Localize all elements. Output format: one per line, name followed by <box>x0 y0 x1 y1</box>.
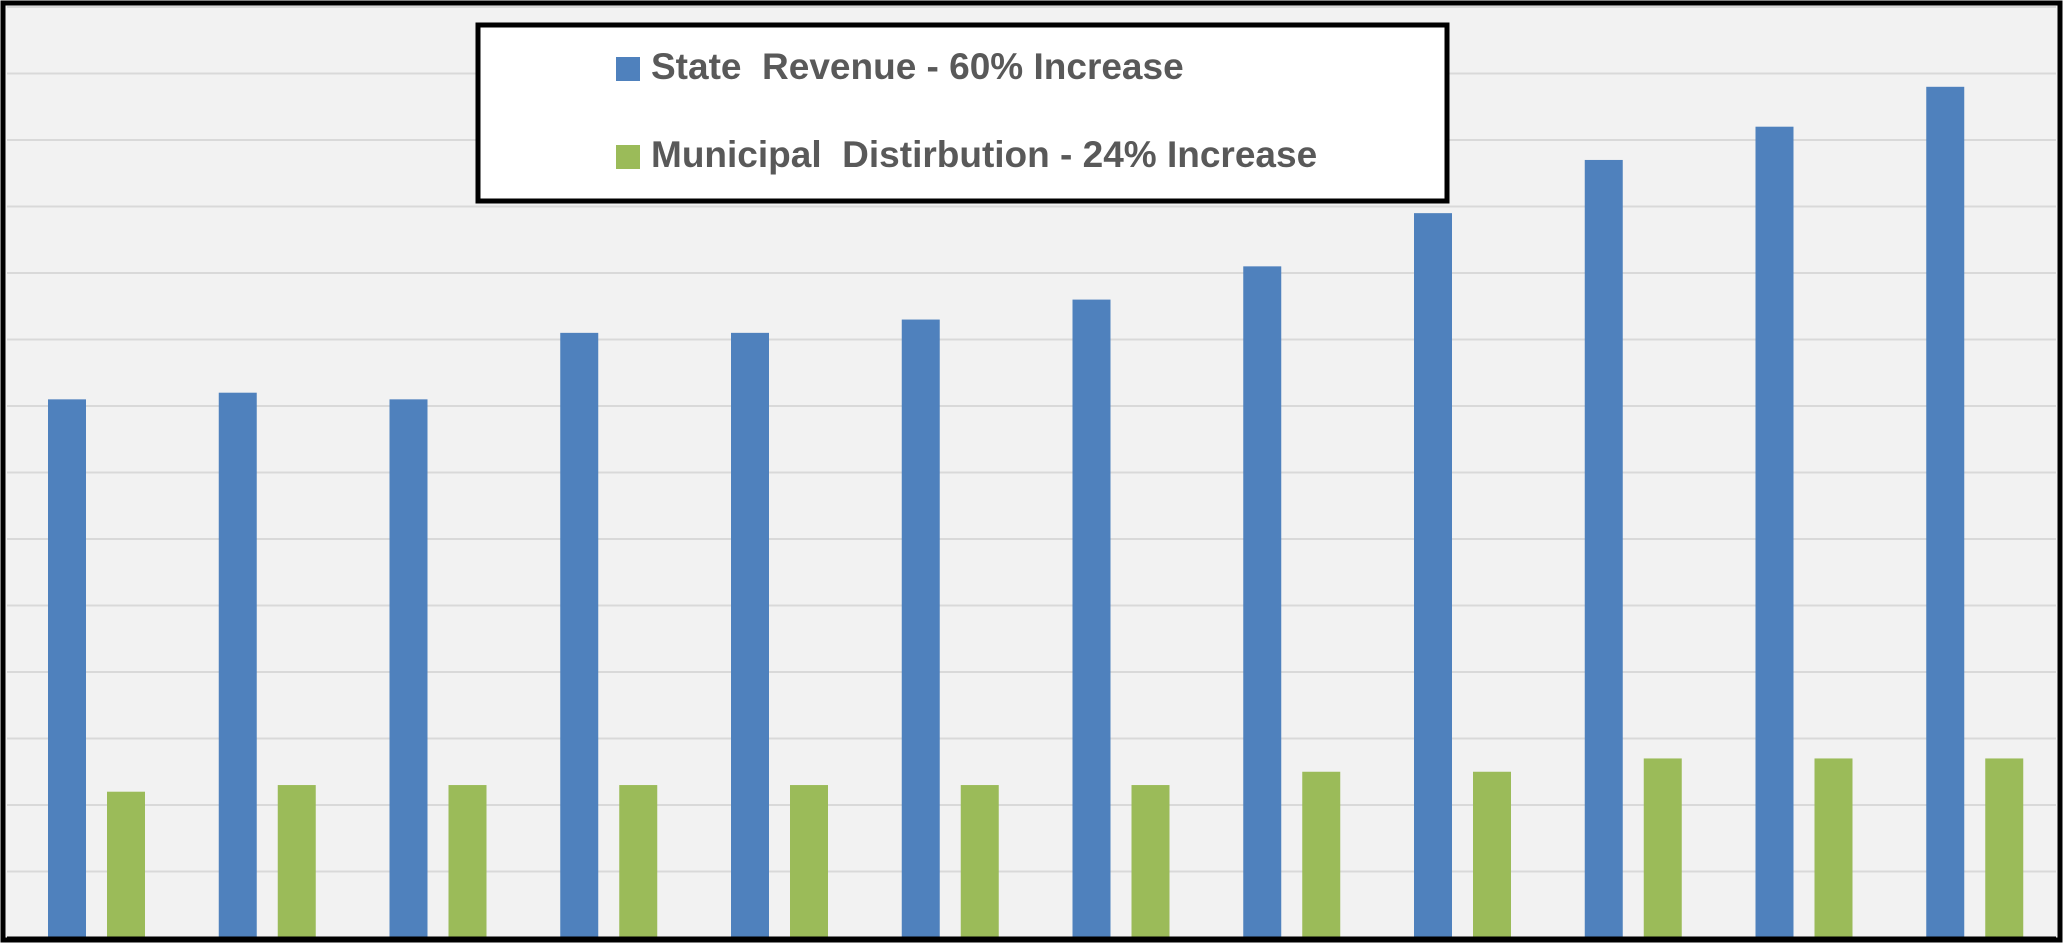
bar <box>1414 213 1452 938</box>
legend: State Revenue - 60% Increase Municipal Di… <box>616 46 1317 175</box>
bar <box>1926 86 1965 939</box>
legend-label: Municipal Distirbution - 24% Increase <box>651 134 1317 175</box>
bar <box>1814 758 1853 938</box>
bar <box>731 332 769 939</box>
bar <box>1985 758 2024 938</box>
bar <box>1302 771 1341 938</box>
bars <box>7 86 2056 940</box>
bar <box>619 785 658 938</box>
bar <box>790 785 828 938</box>
bar <box>218 392 257 938</box>
bar <box>448 785 487 938</box>
bar <box>1643 758 1682 938</box>
bar <box>277 785 316 938</box>
bar <box>48 399 86 939</box>
bar <box>1584 159 1623 938</box>
legend-swatch <box>616 57 640 81</box>
bar <box>960 785 999 938</box>
bar <box>1243 266 1282 939</box>
bar <box>901 319 940 938</box>
legend-box <box>475 22 1450 204</box>
bar <box>107 791 145 938</box>
bar <box>560 332 599 939</box>
bar <box>389 399 428 939</box>
bar <box>1131 785 1170 938</box>
legend-swatch <box>616 145 640 169</box>
bar <box>1072 299 1111 939</box>
legend-label: State Revenue - 60% Increase <box>651 46 1184 87</box>
bar <box>1473 771 1511 938</box>
bar <box>1755 126 1794 938</box>
